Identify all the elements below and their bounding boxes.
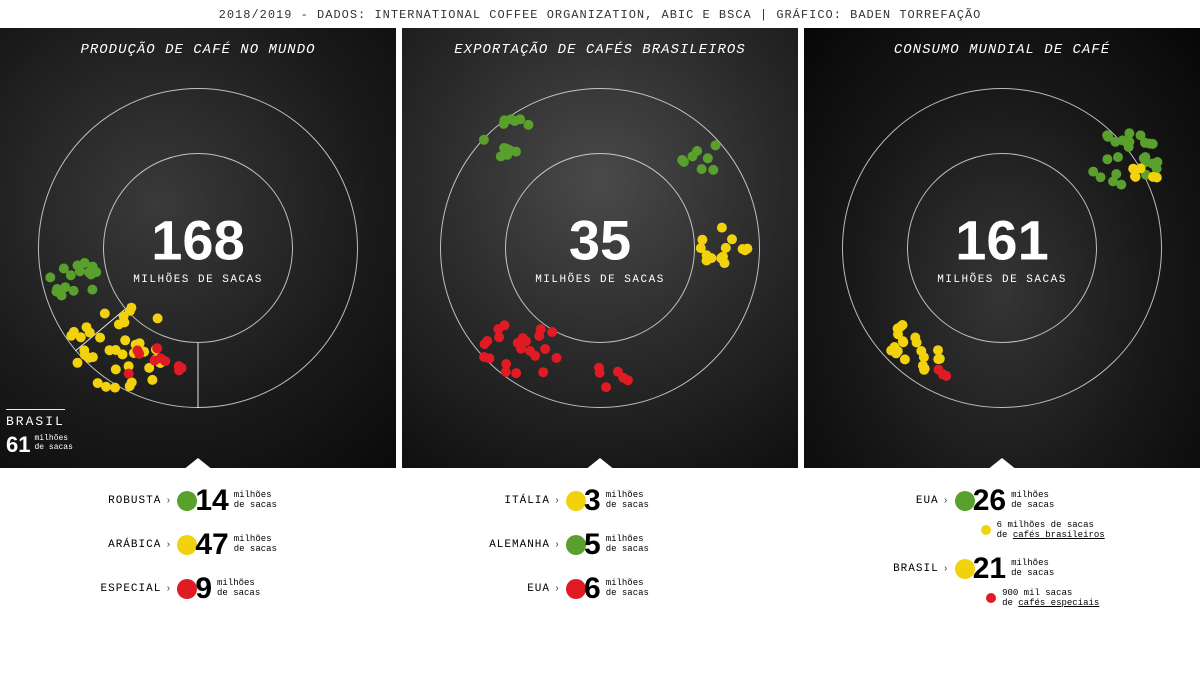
panel-export: EXPORTAÇÃO DE CAFÉS BRASILEIROS 35 MILHÕ…: [402, 28, 798, 468]
legend-label: ESPECIAL: [81, 583, 161, 595]
chevron-right-icon: ›: [943, 564, 949, 575]
dot-cluster-1: [66, 303, 165, 393]
legend-subtext: 6 milhões de sacasde cafés brasileiros: [997, 520, 1105, 540]
legend-unit: milhõesde sacas: [606, 491, 649, 511]
legend-item: ARÁBICA › 47 milhõesde sacas: [81, 530, 341, 560]
legend-label: ITÁLIA: [470, 495, 550, 507]
brasil-callout: BRASIL 61 milhõesde sacas: [6, 409, 73, 458]
panel-title: PRODUÇÃO DE CAFÉ NO MUNDO: [0, 42, 396, 58]
legend-label: BRASIL: [859, 563, 939, 575]
legend-label: EUA: [470, 583, 550, 595]
legend-dot-icon: [955, 559, 975, 579]
brasil-label: BRASIL: [6, 409, 65, 429]
legend-col-0: ROBUSTA › 14 milhõesde sacas ARÁBICA › 4…: [20, 486, 403, 668]
legend-value: 26: [973, 486, 1006, 516]
brasil-unit: milhõesde sacas: [34, 432, 72, 453]
legend-item: ITÁLIA › 3 milhõesde sacas: [470, 486, 730, 516]
legend-row: ROBUSTA › 14 milhõesde sacas ARÁBICA › 4…: [0, 468, 1200, 668]
legend-item: BRASIL › 21 milhõesde sacas: [859, 554, 1119, 584]
legend-value: 47: [195, 530, 228, 560]
legend-item: ROBUSTA › 14 milhõesde sacas: [81, 486, 341, 516]
header-credits: 2018/2019 - DADOS: INTERNATIONAL COFFEE …: [0, 0, 1200, 28]
legend-unit: milhõesde sacas: [217, 579, 260, 599]
chevron-right-icon: ›: [165, 496, 171, 507]
legend-unit: milhõesde sacas: [606, 535, 649, 555]
legend-value: 6: [584, 574, 601, 604]
legend-unit: milhõesde sacas: [1011, 491, 1054, 511]
legend-subdot-icon: [981, 525, 991, 535]
chevron-right-icon: ›: [165, 540, 171, 551]
legend-subitem: 900 mil sacasde cafés especiais: [986, 588, 1099, 608]
dot-cluster-2: [124, 343, 187, 378]
legend-item: ESPECIAL › 9 milhõesde sacas: [81, 574, 341, 604]
legend-dot-icon: [566, 535, 586, 555]
legend-unit: milhõesde sacas: [1011, 559, 1054, 579]
dot-cluster-4: [594, 363, 633, 392]
legend-unit: milhõesde sacas: [606, 579, 649, 599]
center-value: 168: [151, 208, 244, 273]
dot-cluster-0: [479, 114, 534, 161]
chevron-right-icon: ›: [554, 540, 560, 551]
legend-label: ALEMANHA: [470, 539, 550, 551]
center-unit: MILHÕES DE SACAS: [133, 274, 263, 286]
dot-cluster-0: [45, 258, 101, 301]
dot-cluster-3: [479, 320, 561, 378]
legend-label: EUA: [859, 495, 939, 507]
dot-cluster-3: [934, 365, 952, 381]
legend-dot-icon: [177, 579, 197, 599]
legend-col-1: ITÁLIA › 3 milhõesde sacas ALEMANHA › 5 …: [409, 486, 792, 668]
chevron-right-icon: ›: [165, 584, 171, 595]
center-unit: MILHÕES DE SACAS: [535, 274, 665, 286]
legend-subitem: 6 milhões de sacasde cafés brasileiros: [981, 520, 1105, 540]
legend-dot-icon: [566, 491, 586, 511]
panels-row: PRODUÇÃO DE CAFÉ NO MUNDO 168 MILHÕES DE…: [0, 28, 1200, 468]
legend-item: EUA › 26 milhõesde sacas: [859, 486, 1119, 516]
legend-item: EUA › 6 milhõesde sacas: [470, 574, 730, 604]
legend-value: 3: [584, 486, 601, 516]
chevron-right-icon: ›: [554, 584, 560, 595]
panel-title: CONSUMO MUNDIAL DE CAFÉ: [804, 42, 1200, 58]
center-value: 161: [955, 208, 1048, 273]
legend-value: 14: [195, 486, 228, 516]
dot-cluster-2: [677, 140, 720, 175]
dot-cluster-1: [696, 223, 753, 269]
panel-title: EXPORTAÇÃO DE CAFÉS BRASILEIROS: [402, 42, 798, 58]
brasil-value: 61: [6, 432, 30, 458]
legend-unit: milhõesde sacas: [234, 535, 277, 555]
chevron-right-icon: ›: [554, 496, 560, 507]
center-value: 35: [569, 208, 631, 273]
legend-dot-icon: [177, 491, 197, 511]
legend-dot-icon: [177, 535, 197, 555]
panel-production: PRODUÇÃO DE CAFÉ NO MUNDO 168 MILHÕES DE…: [0, 28, 396, 468]
center-unit: MILHÕES DE SACAS: [937, 274, 1067, 286]
panel-consumption: CONSUMO MUNDIAL DE CAFÉ 161 MILHÕES DE S…: [804, 28, 1200, 468]
legend-dot-icon: [955, 491, 975, 511]
legend-value: 21: [973, 554, 1006, 584]
legend-value: 9: [195, 574, 212, 604]
legend-item: ALEMANHA › 5 milhõesde sacas: [470, 530, 730, 560]
legend-col-2: EUA › 26 milhõesde sacas 6 milhões de sa…: [797, 486, 1180, 668]
legend-subdot-icon: [986, 593, 996, 603]
legend-subtext: 900 mil sacasde cafés especiais: [1002, 588, 1099, 608]
legend-dot-icon: [566, 579, 586, 599]
legend-label: ARÁBICA: [81, 539, 161, 551]
legend-value: 5: [584, 530, 601, 560]
legend-label: ROBUSTA: [81, 495, 161, 507]
legend-unit: milhõesde sacas: [234, 491, 277, 511]
chevron-right-icon: ›: [943, 496, 949, 507]
